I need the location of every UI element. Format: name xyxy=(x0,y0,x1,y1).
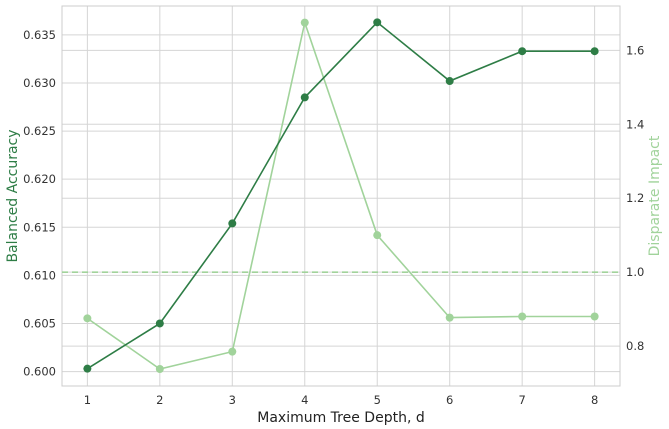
grid-lines xyxy=(62,6,620,386)
y-axis-label: Balanced Accuracy xyxy=(5,129,21,262)
point-disparate-impact xyxy=(590,312,599,321)
x-tick-label: 3 xyxy=(229,393,236,407)
x-tick-label: 2 xyxy=(156,393,163,407)
point-balanced-accuracy xyxy=(373,18,382,27)
y2-tick-label: 0.8 xyxy=(626,339,644,353)
x-axis-label: Maximum Tree Depth, d xyxy=(257,410,424,426)
y2-tick-label: 1.0 xyxy=(626,265,644,279)
y-tick-label: 0.620 xyxy=(23,172,56,186)
y-tick-label: 0.605 xyxy=(23,316,56,330)
x-tick-label: 1 xyxy=(84,393,91,407)
series-line-disparate-impact xyxy=(86,19,595,370)
point-balanced-accuracy xyxy=(155,319,164,328)
plot-frame xyxy=(61,5,621,387)
y-tick-label: 0.635 xyxy=(23,28,56,42)
point-disparate-impact xyxy=(373,231,382,240)
y2-tick-label: 1.2 xyxy=(626,191,644,205)
y-tick-labels: 0.600 0.605 0.610 0.615 0.620 0.625 0.630 0.635 xyxy=(23,28,56,379)
point-disparate-impact xyxy=(518,312,527,321)
point-disparate-impact xyxy=(155,364,164,373)
y-tick-label: 0.625 xyxy=(23,124,56,138)
y2-axis-label: Disparate Impact xyxy=(647,135,663,256)
point-balanced-accuracy xyxy=(228,219,237,228)
x-tick-label: 4 xyxy=(301,393,308,407)
point-disparate-impact xyxy=(445,313,454,322)
x-tick-labels: 1 2 3 4 5 6 7 8 xyxy=(84,393,599,407)
y2-tick-label: 1.6 xyxy=(626,43,644,57)
x-tick-label: 7 xyxy=(519,393,526,407)
x-tick-label: 6 xyxy=(446,393,453,407)
point-balanced-accuracy xyxy=(300,93,309,102)
point-disparate-impact xyxy=(83,314,92,323)
x-tick-label: 5 xyxy=(374,393,381,407)
point-balanced-accuracy xyxy=(518,47,527,56)
point-disparate-impact xyxy=(300,18,309,27)
y-tick-label: 0.615 xyxy=(23,220,56,234)
y-tick-label: 0.610 xyxy=(23,268,56,282)
point-balanced-accuracy xyxy=(445,77,454,86)
series-line-balanced-accuracy xyxy=(86,21,595,370)
y-tick-label: 0.600 xyxy=(23,365,56,379)
y2-tick-label: 1.4 xyxy=(626,117,644,131)
series-layer xyxy=(83,18,599,373)
y2-tick-labels: 0.8 1.0 1.2 1.4 1.6 xyxy=(626,43,644,353)
y-tick-label: 0.630 xyxy=(23,76,56,90)
point-balanced-accuracy xyxy=(590,47,599,56)
x-tick-label: 8 xyxy=(591,393,598,407)
point-balanced-accuracy xyxy=(83,364,92,373)
point-disparate-impact xyxy=(228,347,237,356)
